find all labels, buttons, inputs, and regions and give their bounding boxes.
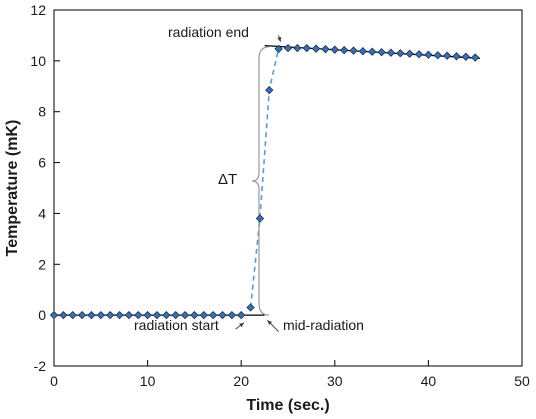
data-point [339, 46, 349, 55]
data-point [461, 52, 471, 61]
data-point [274, 44, 283, 54]
y-tick-label: 2 [38, 256, 46, 272]
data-point [77, 310, 87, 320]
data-point [255, 214, 265, 223]
data-point [302, 43, 311, 53]
data-point [246, 303, 255, 312]
y-tick-label: -2 [34, 358, 47, 374]
data-point [265, 85, 274, 95]
data-point [330, 45, 339, 54]
y-tick-label: 12 [30, 2, 46, 18]
data-point [433, 51, 442, 60]
radiation-start-arrow-head [239, 322, 245, 328]
data-point [105, 310, 115, 320]
data-point [311, 44, 321, 53]
y-tick-label: 0 [38, 307, 46, 323]
annotation-mid-radiation: mid-radiation [283, 317, 364, 333]
data-point [471, 53, 480, 62]
delta-t-bracket [251, 46, 270, 316]
data-point [396, 49, 405, 58]
y-tick-label: 4 [38, 205, 46, 221]
data-point [386, 48, 396, 57]
y-tick-label: 10 [30, 53, 46, 69]
data-point [293, 43, 302, 53]
y-tick-label: 8 [38, 104, 46, 120]
x-axis-title: Time (sec.) [246, 397, 329, 414]
x-tick-label: 0 [50, 373, 58, 389]
y-axis-title: Temperature (mK) [4, 120, 21, 257]
data-point [405, 49, 414, 58]
data-point [452, 52, 461, 61]
data-point [424, 50, 433, 59]
x-tick-label: 20 [233, 373, 249, 389]
rise-dashed-line [249, 47, 280, 308]
data-point [414, 50, 424, 59]
plot-frame [53, 9, 523, 367]
data-point [171, 310, 180, 320]
data-point [321, 44, 330, 54]
y-tick-label: 6 [38, 155, 46, 171]
x-tick-label: 30 [327, 373, 343, 389]
data-point [96, 310, 105, 320]
data-point [208, 310, 218, 320]
annotation-delta-t: ΔT [218, 171, 237, 188]
data-point [49, 310, 59, 320]
data-point [377, 48, 386, 57]
data-point [87, 310, 96, 320]
x-tick-label: 50 [514, 373, 530, 389]
data-point [143, 310, 152, 320]
x-tick-label: 10 [140, 373, 156, 389]
radiation-end-arrow-head [277, 36, 282, 42]
data-point [368, 47, 377, 56]
data-point [124, 310, 134, 320]
data-point [218, 310, 227, 320]
data-point [180, 310, 190, 320]
data-point [190, 310, 199, 320]
data-point [68, 310, 77, 320]
annotation-radiation-end: radiation end [168, 24, 249, 40]
data-point [349, 46, 358, 55]
x-tick-label: 40 [421, 373, 437, 389]
data-point [237, 310, 246, 320]
data-point [283, 43, 293, 53]
data-point [152, 310, 162, 320]
mid-radiation-arrow-head [267, 320, 273, 325]
data-point [162, 310, 171, 320]
data-point [227, 310, 237, 320]
data-point [442, 51, 452, 60]
data-point [115, 310, 124, 320]
data-point [134, 310, 143, 320]
annotation-radiation-start: radiation start [134, 317, 219, 333]
data-point [199, 310, 208, 320]
data-point [358, 47, 368, 56]
data-point [59, 310, 68, 320]
